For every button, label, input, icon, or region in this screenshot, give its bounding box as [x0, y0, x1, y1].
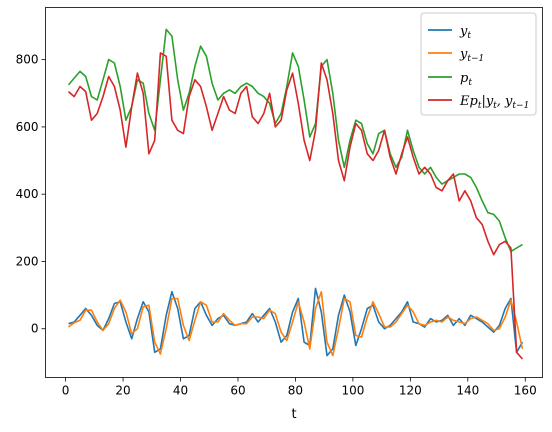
series-layer: [67, 28, 524, 360]
x-tick-label: 80: [288, 384, 303, 398]
y-tick-label: 800: [16, 53, 39, 67]
x-tick-label: 100: [341, 384, 364, 398]
series-line-yt-1: [68, 290, 524, 357]
legend: yt yt−1 pt Ept|yt, yt−1: [420, 12, 537, 116]
x-tick-label: 0: [62, 384, 70, 398]
x-tick-label: 60: [230, 384, 245, 398]
x-axis-label: t: [291, 407, 296, 422]
x-tick-label: 40: [173, 384, 188, 398]
legend-label-ep: Ept|yt, yt−1: [459, 94, 529, 111]
x-tick-label: 120: [399, 384, 422, 398]
x-tick-label: 160: [514, 384, 537, 398]
series-line-yt: [68, 287, 524, 357]
axes-layer: 0 20 40 60 80 100 120 140 160 0 200 400 600 800: [16, 53, 537, 398]
legend-box: [420, 12, 537, 116]
y-tick-label: 200: [16, 254, 39, 268]
y-tick-label: 400: [16, 187, 39, 201]
x-tick-label: 20: [115, 384, 130, 398]
plot-frame: [45, 7, 543, 378]
x-tick-label: 140: [456, 384, 479, 398]
series-line-ep: [67, 52, 524, 360]
y-tick-label: 600: [16, 120, 39, 134]
y-tick-label: 0: [31, 322, 39, 336]
